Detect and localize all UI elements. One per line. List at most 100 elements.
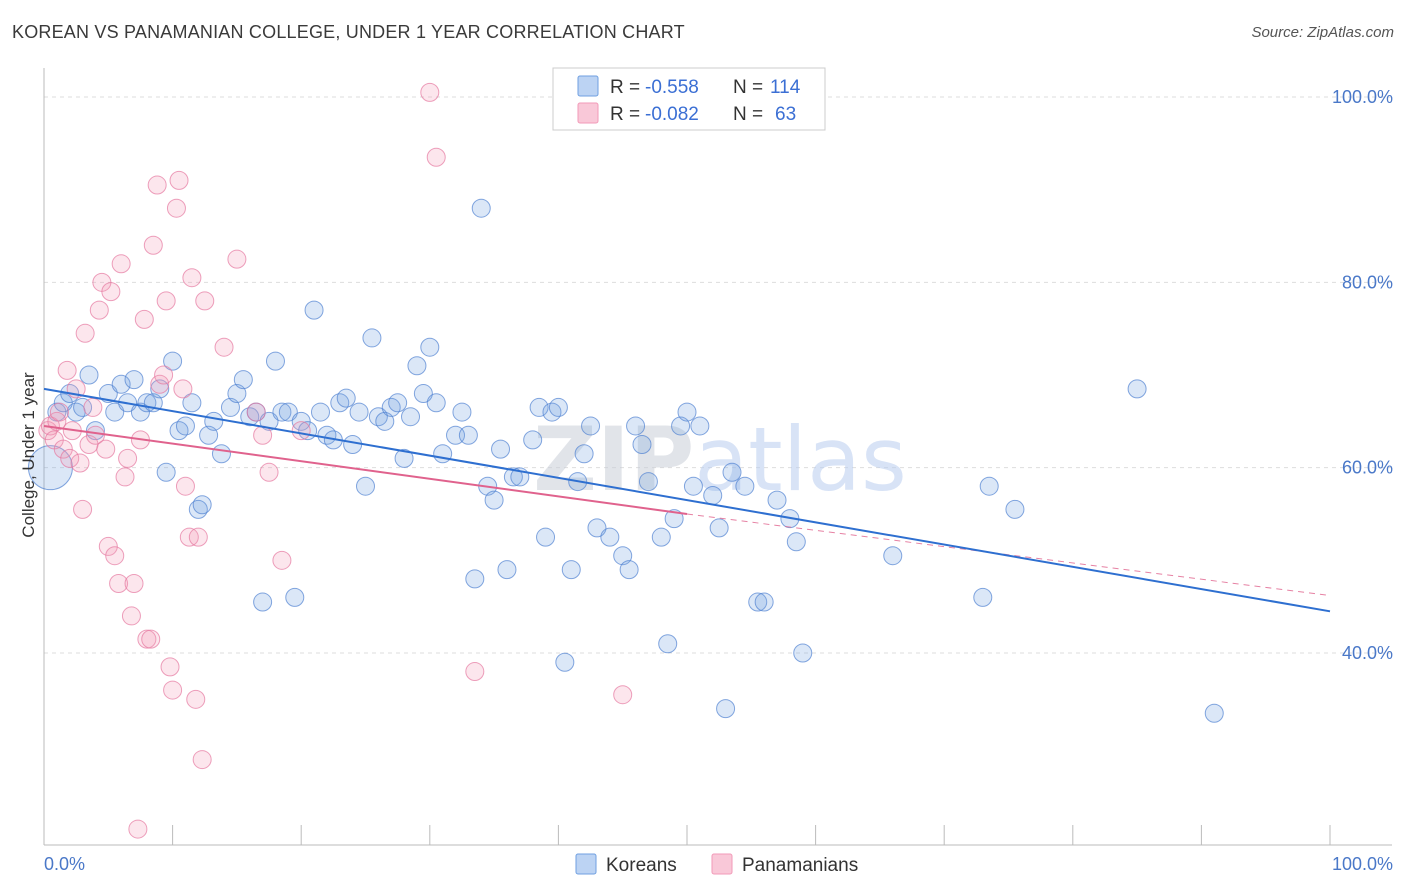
korean-point bbox=[111, 374, 131, 394]
korean-point bbox=[124, 370, 144, 390]
korean-point bbox=[979, 476, 999, 496]
panamanian-point bbox=[98, 536, 118, 556]
panamanian-point bbox=[89, 300, 109, 320]
korean-point bbox=[175, 416, 195, 436]
korean-trend-line bbox=[43, 387, 1331, 613]
korean-point bbox=[883, 546, 903, 566]
korean-point bbox=[53, 393, 73, 413]
panamanian-point bbox=[163, 680, 183, 700]
korean-point bbox=[388, 393, 408, 413]
korean-point bbox=[310, 402, 330, 422]
y-tick-labels: 40.0% 60.0% 80.0% 100.0% bbox=[1332, 87, 1393, 663]
korean-point bbox=[754, 592, 774, 612]
panamanian-point bbox=[141, 629, 161, 649]
korean-point bbox=[401, 407, 421, 427]
panamanian-point bbox=[186, 689, 206, 709]
korean-point bbox=[703, 485, 723, 505]
legend-korean-n-value: 114 bbox=[770, 77, 801, 98]
bottom-legend-panamanian-label: Panamanians bbox=[742, 855, 858, 876]
legend-panamanian-swatch bbox=[577, 102, 599, 124]
axes bbox=[43, 68, 1392, 846]
panamanian-point bbox=[195, 291, 215, 311]
korean-point bbox=[793, 643, 813, 663]
korean-point bbox=[253, 592, 273, 612]
panamanian-point bbox=[182, 268, 202, 288]
panamanian-point bbox=[115, 467, 135, 487]
korean-point bbox=[336, 388, 356, 408]
y-tick-label: 80.0% bbox=[1342, 272, 1393, 292]
korean-point bbox=[677, 402, 697, 422]
x-tick-labels: 0.0% 100.0% bbox=[44, 854, 1393, 874]
panamanian-point bbox=[70, 453, 90, 473]
x-tick-label: 100.0% bbox=[1332, 854, 1393, 874]
panamanian-point bbox=[426, 147, 446, 167]
korean-point bbox=[407, 356, 427, 376]
legend-panamanian-n-label: N = bbox=[733, 104, 763, 125]
korean-point bbox=[632, 435, 652, 454]
panamanian-point bbox=[420, 82, 440, 102]
korean-point bbox=[220, 397, 240, 417]
korean-point bbox=[433, 444, 453, 464]
korean-point bbox=[79, 365, 99, 385]
panamanian-point bbox=[105, 546, 125, 566]
korean-point bbox=[98, 384, 118, 404]
panamanian-point bbox=[253, 425, 273, 445]
panamanian-point bbox=[156, 291, 176, 311]
panamanian-point bbox=[150, 374, 170, 394]
y-tick-label: 60.0% bbox=[1342, 458, 1393, 478]
trend-lines bbox=[43, 387, 1331, 613]
korean-point bbox=[259, 411, 279, 431]
legend-korean-swatch bbox=[577, 75, 599, 97]
korean-point bbox=[786, 532, 806, 552]
korean-point bbox=[484, 490, 504, 510]
panamanian-point bbox=[128, 819, 148, 839]
korean-point bbox=[304, 300, 324, 320]
panamanian-point bbox=[188, 527, 208, 547]
korean-point bbox=[600, 527, 620, 547]
source-label: Source: ZipAtlas.com bbox=[1251, 24, 1394, 41]
korean-point bbox=[658, 634, 678, 654]
watermark-zip: ZIP bbox=[533, 408, 694, 511]
korean-point bbox=[285, 587, 305, 607]
korean-point bbox=[394, 448, 414, 468]
panamanian-point bbox=[73, 499, 93, 519]
korean-point bbox=[709, 518, 729, 538]
korean-point bbox=[458, 425, 478, 445]
korean-point bbox=[536, 527, 556, 547]
korean-point bbox=[163, 351, 183, 371]
panamanian-point bbox=[49, 402, 69, 422]
korean-point bbox=[233, 370, 253, 390]
korean-point bbox=[748, 592, 768, 612]
korean-point bbox=[130, 402, 150, 422]
legend-panamanian-n-value: 63 bbox=[775, 104, 796, 125]
korean-point bbox=[420, 337, 440, 357]
korean-point bbox=[491, 439, 511, 459]
korean-point bbox=[465, 569, 485, 589]
panamanian-point bbox=[101, 282, 121, 302]
korean-point bbox=[973, 587, 993, 607]
panamanian-point bbox=[124, 574, 144, 593]
korean-point bbox=[683, 476, 703, 496]
korean-point bbox=[452, 402, 472, 422]
panamanian-point bbox=[173, 379, 193, 399]
korean-point bbox=[85, 421, 105, 441]
panamanian-point bbox=[53, 439, 73, 459]
korean-point bbox=[375, 411, 395, 431]
panamanian-point bbox=[227, 249, 247, 269]
korean-point bbox=[343, 435, 363, 454]
korean-point bbox=[192, 495, 212, 515]
panamanian-point bbox=[154, 365, 174, 385]
y-tick-label: 100.0% bbox=[1332, 87, 1393, 107]
legend-panamanian-r-label: R = bbox=[610, 104, 640, 125]
panamanian-point bbox=[259, 462, 279, 482]
panamanian-point bbox=[147, 175, 167, 195]
panamanian-point bbox=[246, 402, 266, 422]
panamanian-point bbox=[75, 323, 95, 343]
watermark: ZIPatlas bbox=[533, 408, 907, 511]
panamanian-point bbox=[291, 421, 311, 441]
legend-panamanian-r-value: -0.082 bbox=[645, 104, 699, 125]
korean-point bbox=[767, 490, 787, 510]
legend-box: R = -0.558 N = 114 R = -0.082 N = 63 bbox=[552, 67, 826, 131]
korean-point bbox=[426, 393, 446, 413]
korean-point bbox=[626, 416, 646, 436]
